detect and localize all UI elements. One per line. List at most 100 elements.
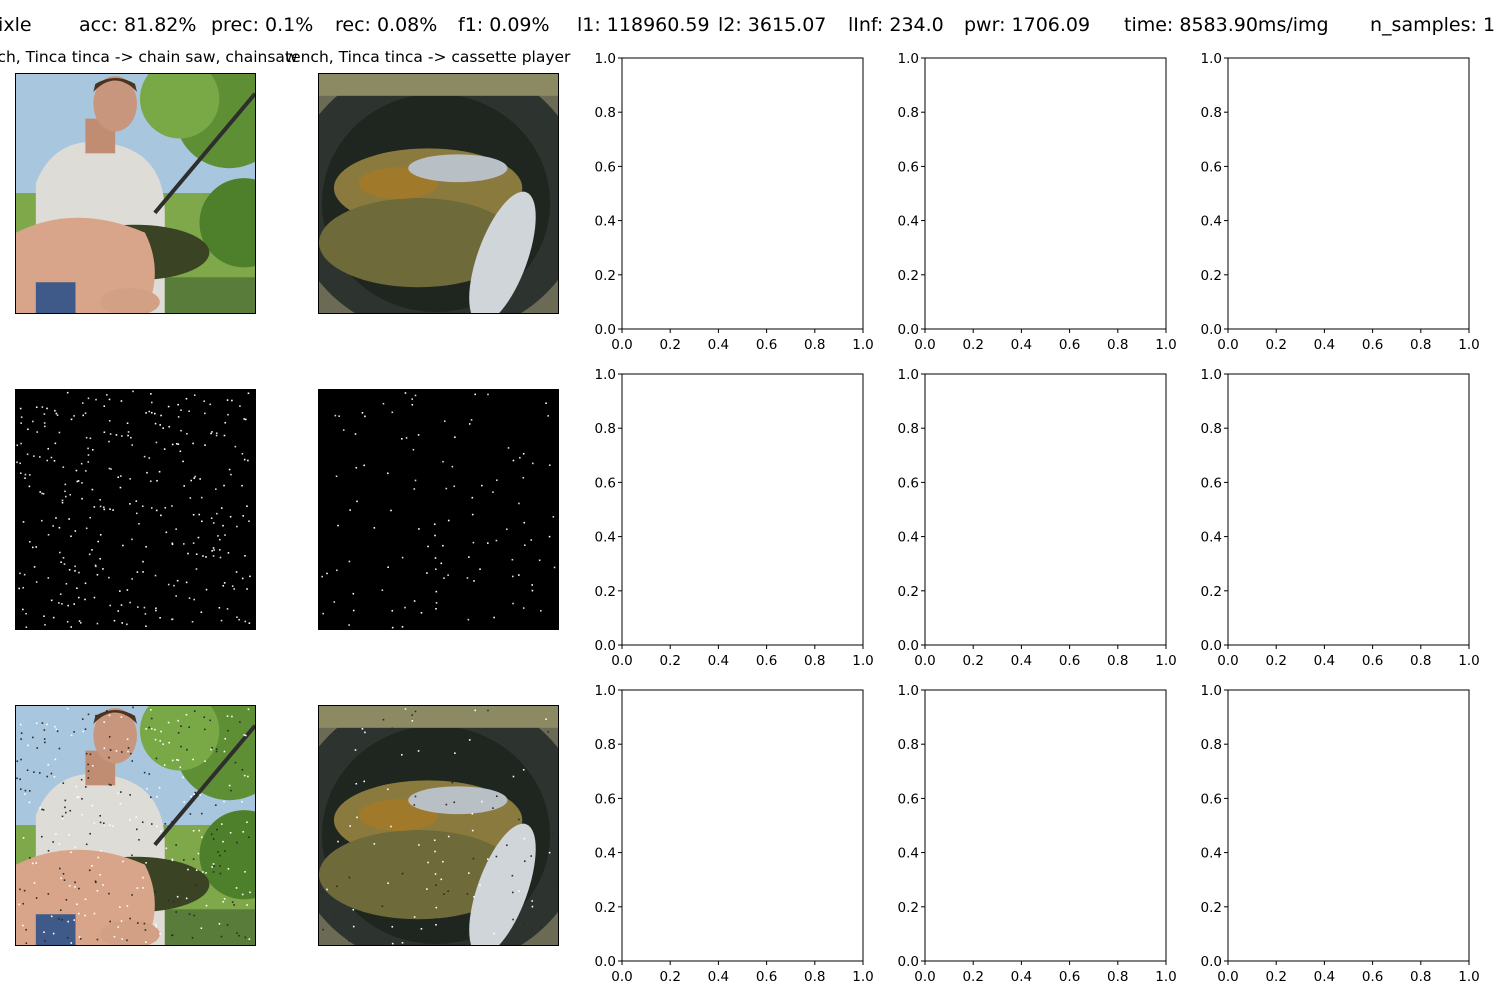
- perturbed-pixel: [55, 412, 58, 415]
- perturbed-pixel: [126, 738, 129, 741]
- perturbed-pixel: [52, 841, 54, 843]
- perturbed-pixel: [445, 803, 448, 806]
- perturbed-pixel: [22, 586, 25, 589]
- axes-frame: [924, 57, 1167, 330]
- perturbed-pixel: [120, 791, 122, 793]
- perturbed-pixel: [417, 434, 420, 436]
- perturbed-pixel: [203, 400, 206, 402]
- perturbed-pixel: [126, 905, 129, 907]
- perturbed-pixel: [43, 729, 46, 731]
- perturbed-pixel: [218, 606, 221, 609]
- perturbed-pixel: [182, 776, 184, 779]
- perturbed-pixel: [518, 890, 520, 892]
- perturbed-pixel: [106, 710, 108, 712]
- perturbed-pixel: [334, 414, 337, 417]
- perturbed-pixel: [129, 917, 131, 920]
- perturbed-pixel: [470, 419, 473, 421]
- perturbed-pixel: [185, 713, 188, 716]
- perturbed-pixel: [68, 885, 71, 887]
- perturbed-pixel: [66, 936, 69, 939]
- perturbed-pixel: [195, 553, 198, 556]
- perturbed-pixel: [23, 889, 26, 892]
- perturbed-pixel: [195, 568, 198, 570]
- perturbed-pixel: [117, 926, 120, 928]
- x-tick-label: 0.4: [1314, 969, 1335, 985]
- x-tick-label: 0.0: [1217, 337, 1238, 353]
- perturbed-pixel: [141, 505, 144, 508]
- perturbed-pixel: [117, 610, 120, 612]
- perturbed-pixel: [440, 562, 443, 565]
- perturbed-pixel: [121, 751, 123, 753]
- perturbed-pixel: [44, 940, 46, 942]
- y-tick-label: 1.0: [595, 683, 616, 699]
- perturbed-pixel: [474, 709, 476, 712]
- perturbed-pixel: [130, 436, 132, 439]
- perturbed-pixel: [108, 892, 110, 895]
- perturbed-pixel: [109, 749, 112, 751]
- x-tick-label: 0.0: [611, 337, 632, 353]
- perturbed-pixel: [113, 619, 116, 622]
- x-tick-label: 0.8: [1107, 337, 1128, 353]
- perturbed-pixel: [202, 555, 204, 557]
- perturbed-pixel: [248, 520, 250, 522]
- x-tick-label: 0.6: [1362, 653, 1383, 669]
- perturbed-pixel: [66, 391, 69, 394]
- y-tick-label: 0.0: [595, 322, 616, 338]
- perturbed-pixel: [226, 608, 229, 610]
- perturbed-pixel: [333, 601, 336, 603]
- perturbed-pixel: [171, 505, 173, 507]
- perturbed-pixel: [471, 812, 474, 815]
- perturbed-pixel: [189, 813, 192, 815]
- perturbed-pixel: [177, 759, 180, 762]
- perturbed-pixel: [387, 882, 389, 885]
- perturbed-pixel: [523, 521, 526, 524]
- perturbed-pixel: [160, 514, 162, 517]
- y-tick-label: 0.4: [898, 214, 919, 230]
- perturbed-pixel: [96, 622, 99, 625]
- perturbed-pixel: [47, 763, 50, 766]
- perturbed-pixel: [321, 891, 323, 894]
- y-tick-label: 0.2: [898, 268, 919, 284]
- perturbed-pixel: [186, 748, 188, 751]
- perturbed-pixel: [552, 832, 555, 834]
- perturbed-pixel: [420, 928, 423, 930]
- x-tick-label: 0.2: [1265, 653, 1286, 669]
- perturbed-pixel: [19, 572, 21, 575]
- perturbed-pixel: [110, 784, 112, 786]
- x-tick-label: 1.0: [1458, 653, 1479, 669]
- perturbed-pixel: [215, 750, 218, 753]
- perturbed-pixel: [472, 857, 475, 860]
- perturbed-pixel: [427, 861, 429, 864]
- perturbed-pixel: [62, 466, 65, 468]
- adversarial-image-2: [318, 705, 559, 946]
- perturbed-pixel: [148, 773, 151, 775]
- perturbed-pixel: [506, 844, 508, 847]
- perturbed-pixel: [99, 498, 101, 501]
- perturbed-pixel: [193, 710, 196, 712]
- perturbed-pixel: [28, 857, 31, 859]
- perturbed-pixel: [87, 770, 90, 772]
- perturbed-pixel: [91, 488, 94, 491]
- perturbed-pixel: [241, 577, 244, 580]
- perturbed-pixel: [507, 447, 510, 449]
- perturbed-pixel: [479, 884, 481, 886]
- perturbed-pixel: [216, 512, 218, 515]
- perturbed-pixel: [176, 895, 179, 898]
- perturbed-pixel: [95, 881, 97, 884]
- perturbed-pixel: [210, 517, 213, 520]
- perturbed-pixel: [39, 456, 41, 458]
- perturbed-pixel: [411, 714, 414, 716]
- perturbed-pixel: [156, 479, 158, 482]
- perturbed-pixel: [336, 885, 338, 888]
- perturbed-pixel: [179, 766, 182, 769]
- x-tick-label: 1.0: [1458, 337, 1479, 353]
- perturbed-pixel: [19, 888, 21, 891]
- x-tick-label: 0.0: [611, 653, 632, 669]
- perturbed-pixel: [41, 808, 43, 811]
- perturbed-pixel: [203, 716, 206, 718]
- perturbed-pixel: [540, 609, 542, 612]
- perturbed-pixel: [22, 521, 25, 523]
- perturbed-pixel: [220, 619, 223, 622]
- perturbed-pixel: [248, 938, 251, 940]
- perturbed-pixel: [322, 612, 324, 615]
